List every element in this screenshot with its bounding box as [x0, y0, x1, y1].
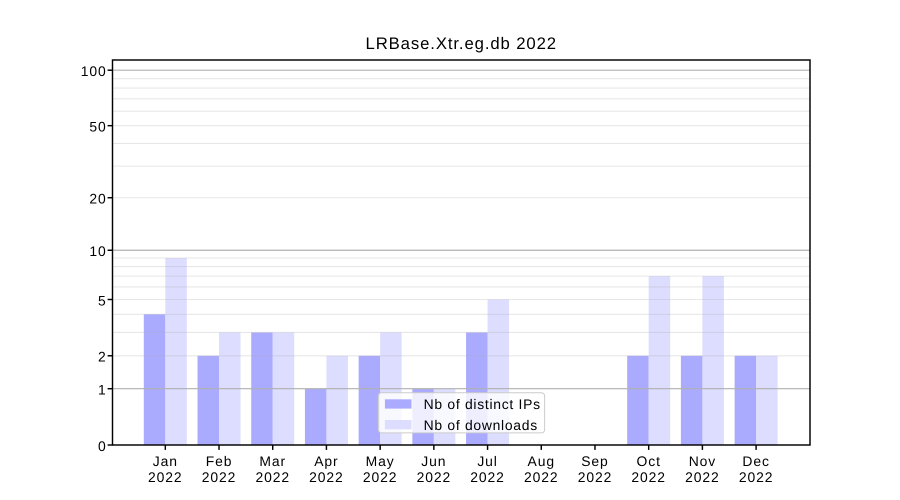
svg-text:Nb of downloads: Nb of downloads	[424, 417, 538, 433]
svg-text:20: 20	[89, 191, 106, 207]
svg-text:1: 1	[98, 382, 107, 398]
svg-text:10: 10	[89, 243, 106, 259]
svg-text:5: 5	[98, 292, 107, 308]
svg-text:LRBase.Xtr.eg.db 2022: LRBase.Xtr.eg.db 2022	[366, 34, 557, 53]
svg-text:2: 2	[98, 349, 107, 365]
svg-text:50: 50	[89, 119, 106, 135]
svg-text:0: 0	[98, 438, 107, 454]
svg-text:100: 100	[81, 63, 107, 79]
svg-text:Nb of distinct IPs: Nb of distinct IPs	[424, 396, 541, 412]
